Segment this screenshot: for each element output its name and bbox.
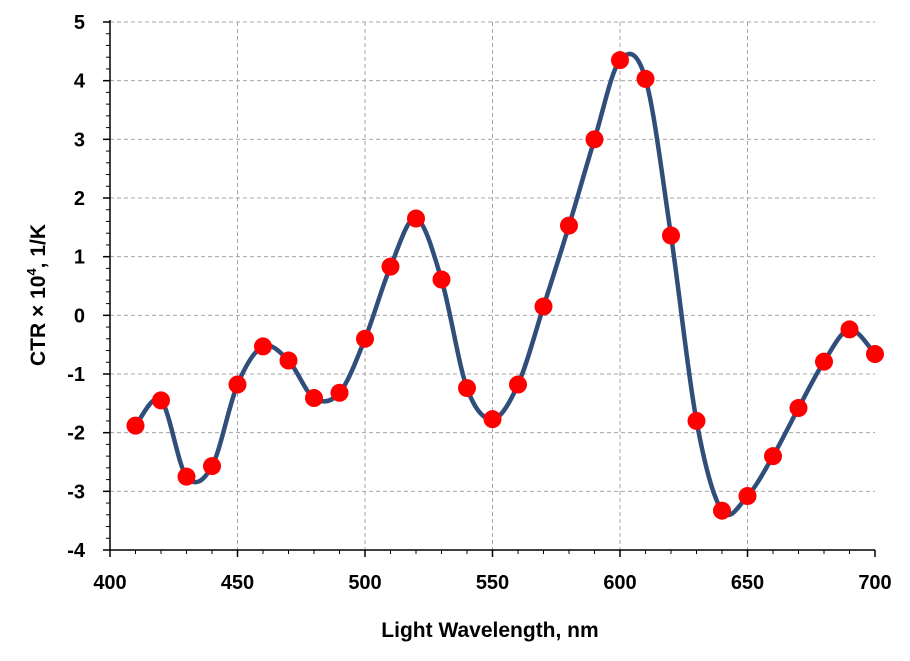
x-tick-label: 600 <box>603 572 636 594</box>
data-point <box>407 209 425 228</box>
y-tick-label: 4 <box>74 71 86 93</box>
data-point <box>738 487 757 506</box>
x-tick-label: 700 <box>858 572 891 594</box>
data-point <box>534 297 553 316</box>
x-tick-label: 450 <box>221 572 254 594</box>
y-tick-label: -4 <box>67 540 86 562</box>
data-point <box>356 329 374 348</box>
x-axis-title: Light Wavelength, nm <box>381 619 598 642</box>
x-tick-label: 550 <box>476 572 509 594</box>
x-tick-label: 650 <box>731 572 764 594</box>
data-point <box>840 320 859 339</box>
data-point <box>636 69 655 88</box>
grid <box>110 21 875 550</box>
data-point <box>330 383 349 402</box>
data-point <box>815 352 833 371</box>
series <box>126 51 884 520</box>
y-axis-title-tail: , 1/K <box>27 224 50 268</box>
data-point <box>611 51 629 70</box>
x-tick-label: 500 <box>348 572 381 594</box>
data-point <box>458 379 476 398</box>
data-point <box>152 391 170 410</box>
data-point <box>509 375 527 394</box>
data-point <box>764 447 782 466</box>
data-point <box>126 416 145 435</box>
ticks: -4 -3 -2 -1 0 1 2 3 4 5 400 450 500 550 600 650 700 <box>67 12 891 594</box>
data-point <box>305 389 323 408</box>
y-axis-title: CTR × 104, 1/K <box>24 224 50 366</box>
data-point <box>432 270 451 289</box>
x-tick-label: 400 <box>93 572 126 594</box>
y-tick-label: 3 <box>74 129 85 151</box>
labels: Light Wavelength, nm CTR × 104, 1/K <box>24 224 599 642</box>
data-point <box>866 345 884 364</box>
y-tick-label: 0 <box>74 305 85 327</box>
data-point <box>585 130 604 149</box>
data-point <box>560 216 578 235</box>
y-tick-label: -2 <box>67 423 85 445</box>
data-point <box>483 410 502 429</box>
y-tick-label: -3 <box>67 481 85 503</box>
data-point <box>713 501 731 520</box>
y-axis-title-sup: 4 <box>24 268 39 276</box>
data-point <box>177 467 196 486</box>
data-point <box>662 226 680 245</box>
data-point <box>381 257 400 276</box>
y-tick-label: 5 <box>74 12 85 34</box>
data-point <box>687 411 706 430</box>
y-tick-label: 1 <box>74 247 85 269</box>
data-point <box>279 351 298 370</box>
data-point <box>228 375 247 394</box>
y-axis-title-main: CTR × 10 <box>27 276 50 366</box>
data-point <box>203 457 221 476</box>
data-point <box>254 337 272 356</box>
data-point <box>789 399 808 418</box>
y-tick-label: -1 <box>67 364 85 386</box>
series-line <box>133 51 878 518</box>
y-tick-label: 2 <box>74 188 85 210</box>
